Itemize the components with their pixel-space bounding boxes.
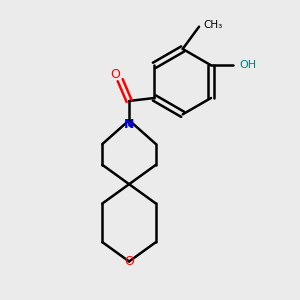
Text: O: O [110,68,120,81]
Text: N: N [124,118,134,131]
Text: CH₃: CH₃ [203,20,223,30]
Text: O: O [124,255,134,268]
Text: OH: OH [239,60,256,70]
